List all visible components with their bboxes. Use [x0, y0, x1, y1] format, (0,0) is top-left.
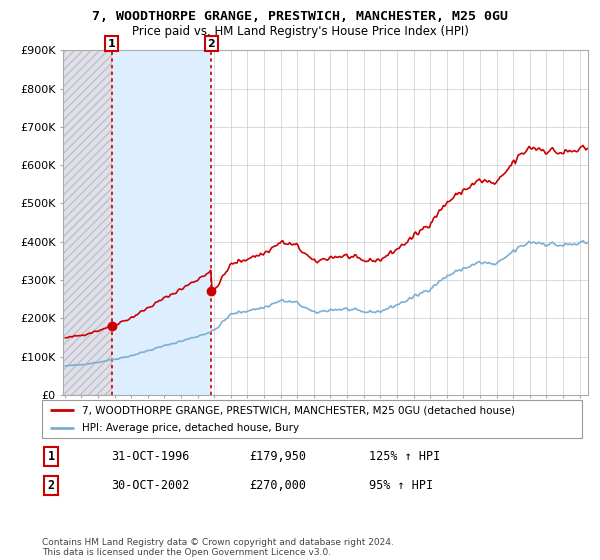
Text: Contains HM Land Registry data © Crown copyright and database right 2024.
This d: Contains HM Land Registry data © Crown c… [42, 538, 394, 557]
Bar [63, 50, 112, 395]
Text: 1: 1 [108, 39, 116, 49]
Point [206, 287, 216, 296]
Text: Price paid vs. HM Land Registry's House Price Index (HPI): Price paid vs. HM Land Registry's House … [131, 25, 469, 38]
Text: HPI: Average price, detached house, Bury: HPI: Average price, detached house, Bury [83, 423, 299, 433]
Text: 7, WOODTHORPE GRANGE, PRESTWICH, MANCHESTER, M25 0GU (detached house): 7, WOODTHORPE GRANGE, PRESTWICH, MANCHES… [83, 405, 515, 415]
Text: 2: 2 [208, 39, 215, 49]
Text: 1: 1 [47, 450, 55, 463]
Text: £270,000: £270,000 [249, 479, 306, 492]
Text: 31-OCT-1996: 31-OCT-1996 [111, 450, 190, 463]
Text: £179,950: £179,950 [249, 450, 306, 463]
Text: 95% ↑ HPI: 95% ↑ HPI [369, 479, 433, 492]
Bar [112, 50, 211, 395]
Point [107, 321, 116, 330]
Text: 125% ↑ HPI: 125% ↑ HPI [369, 450, 440, 463]
Text: 7, WOODTHORPE GRANGE, PRESTWICH, MANCHESTER, M25 0GU: 7, WOODTHORPE GRANGE, PRESTWICH, MANCHES… [92, 10, 508, 23]
Text: 2: 2 [47, 479, 55, 492]
Text: 30-OCT-2002: 30-OCT-2002 [111, 479, 190, 492]
FancyBboxPatch shape [42, 400, 582, 438]
